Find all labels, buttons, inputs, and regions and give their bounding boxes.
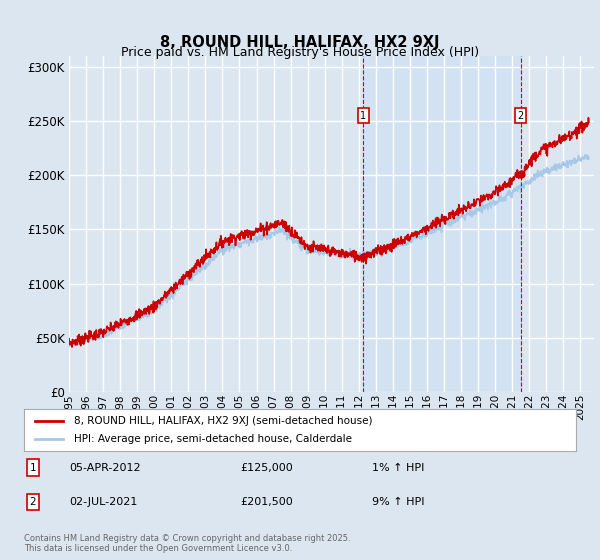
Text: 1% ↑ HPI: 1% ↑ HPI [372, 463, 424, 473]
Text: 2: 2 [518, 111, 524, 120]
Text: HPI: Average price, semi-detached house, Calderdale: HPI: Average price, semi-detached house,… [74, 434, 352, 444]
Text: 8, ROUND HILL, HALIFAX, HX2 9XJ: 8, ROUND HILL, HALIFAX, HX2 9XJ [160, 35, 440, 49]
Text: 1: 1 [29, 463, 37, 473]
Text: 02-JUL-2021: 02-JUL-2021 [69, 497, 137, 507]
Text: £125,000: £125,000 [240, 463, 293, 473]
Text: Price paid vs. HM Land Registry's House Price Index (HPI): Price paid vs. HM Land Registry's House … [121, 45, 479, 59]
Text: 9% ↑ HPI: 9% ↑ HPI [372, 497, 425, 507]
Bar [364, 56, 521, 392]
Text: 05-APR-2012: 05-APR-2012 [69, 463, 140, 473]
Text: 2: 2 [29, 497, 37, 507]
Text: 8, ROUND HILL, HALIFAX, HX2 9XJ (semi-detached house): 8, ROUND HILL, HALIFAX, HX2 9XJ (semi-de… [74, 416, 372, 426]
Text: Contains HM Land Registry data © Crown copyright and database right 2025.
This d: Contains HM Land Registry data © Crown c… [24, 534, 350, 553]
Text: 1: 1 [361, 111, 367, 120]
Text: £201,500: £201,500 [240, 497, 293, 507]
